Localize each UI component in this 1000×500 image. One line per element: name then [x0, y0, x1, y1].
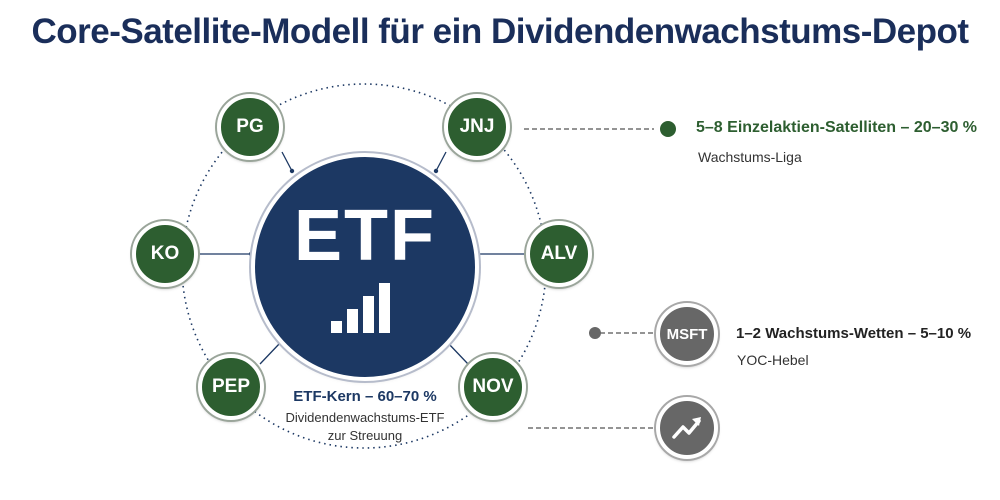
satellite-label: KO: [150, 243, 180, 264]
bets-legend-title: 1–2 Wachstums-Wetten – 5–10 %: [736, 325, 972, 342]
satellite-ko: KO: [132, 221, 198, 287]
satellite-pep: PEP: [198, 354, 264, 420]
page-title: Core-Satellite-Modell für ein Dividenden…: [31, 12, 969, 51]
core-caption-line1: Dividendenwachstums-ETF: [285, 410, 445, 425]
satellite-alv: ALV: [526, 221, 592, 287]
satellite-label: ALV: [540, 243, 578, 264]
satellite-nov: NOV: [460, 354, 526, 420]
satellite-jnj: JNJ: [444, 94, 510, 160]
satellite-label: NOV: [472, 376, 514, 397]
bet-msft: MSFT: [656, 303, 718, 365]
bets-legend-subtitle: YOC-Hebel: [737, 352, 809, 368]
satellite-legend-subtitle: Wachstums-Liga: [698, 149, 802, 165]
satellite-legend-dot: [660, 121, 676, 137]
spokes: [198, 151, 526, 365]
core-caption-title: ETF-Kern – 60–70 %: [293, 388, 437, 405]
satellite-label: PEP: [211, 376, 251, 397]
satellite-legend-title: 5–8 Einzelaktien-Satelliten – 20–30 %: [696, 119, 978, 136]
core-caption-line2: zur Streuung: [327, 428, 403, 443]
bets-legend-dot: [589, 327, 601, 339]
satellite-pg: PG: [217, 94, 283, 160]
etf-core-label: ETF: [294, 196, 436, 276]
satellite-label: PG: [236, 116, 264, 137]
bet-label: MSFT: [666, 325, 708, 343]
bar-chart-icon: [331, 283, 401, 333]
satellite-label: JNJ: [459, 116, 495, 137]
core-caption: ETF-Kern – 60–70 % Dividendenwachstums-E…: [270, 388, 460, 445]
trending-up-arrow-icon: [656, 397, 718, 459]
etf-core-circle: ETF: [255, 157, 475, 377]
